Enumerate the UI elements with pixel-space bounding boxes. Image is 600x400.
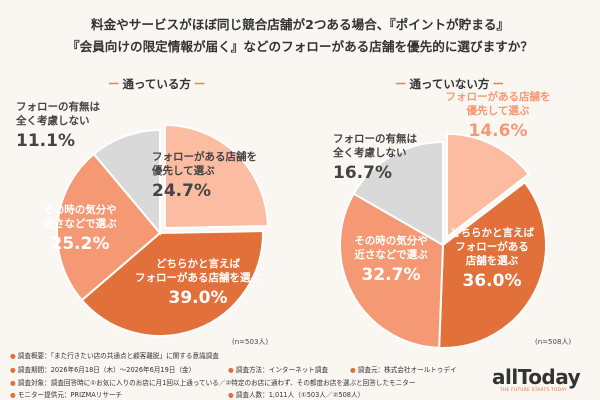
chart-1-slice-1-label-2: 優先して選ぶ: [151, 164, 215, 177]
footer-count: ● 調査人数：1,011人（①503人／②508人）: [228, 391, 365, 399]
chart-2-slice-2-label-1: どちらかと言えば: [450, 226, 534, 239]
chart-1-slice-1-label-1: フォローがある店舗を: [152, 150, 257, 163]
chart-1-slice-2-label-2: フォローがある店舗を選ぶ: [135, 271, 261, 284]
chart-1-slice-4-label-2: 全く考慮しない: [15, 114, 90, 127]
chart-2-slice-2-value: 36.0%: [463, 271, 522, 291]
chart-2-slice-4: [352, 140, 444, 247]
chart-1-title-text: 通っている方: [122, 77, 191, 91]
company-logo: allToday THE FUTURE STARTS TODAY: [492, 366, 592, 393]
chart-1-slice-3-value: 25.2%: [51, 234, 110, 254]
chart-2-slice-1-value: 14.6%: [469, 121, 528, 141]
footer-period-text: 調査期間：2026年6月18日（木）～2026年6月19日（金）: [17, 366, 196, 374]
chart-1-slice-1-value: 24.7%: [152, 181, 211, 201]
footer-method-text: 調査方法：インターネット調査: [235, 366, 329, 374]
chart-2-slice-2: [438, 180, 547, 349]
footer-by-text: 調査元：株式会社オールトゥデイ: [357, 366, 457, 374]
footer-provider: ● モニター提供元：PRIZMAリサーチ: [10, 391, 123, 399]
footer-provider-text: モニター提供元：PRIZMAリサーチ: [17, 391, 123, 399]
chart-2-slice-4-value: 16.7%: [333, 163, 392, 183]
chart-2-slice-3-label-1: その時の気分や: [354, 234, 428, 247]
chart-1-title: ー通っている方ー: [108, 77, 206, 91]
chart-1-slice-3: [56, 152, 162, 302]
chart-2-slice-3: [339, 192, 445, 349]
footer-overview: ● 調査概要：「また行きたい店の共通点と顧客離脱」に関する意識調査: [10, 352, 219, 360]
footer-count-text: 調査人数：1,011人（①503人／②508人）: [235, 391, 365, 399]
chart-1-slice-2-value: 39.0%: [169, 288, 228, 308]
chart-1-slice-1: [163, 124, 269, 230]
chart-2-slice-4-label-1: フォローの有無は: [333, 132, 417, 145]
chart-1-slice-4-value: 11.1%: [16, 131, 75, 151]
footer-by: ● 調査元：株式会社オールトゥデイ: [350, 366, 457, 374]
chart-2-slice-1: [445, 132, 531, 239]
logo-word: allToday: [492, 365, 581, 389]
chart-2-slice-3-label-2: 近さなどで選ぶ: [354, 248, 428, 261]
chart-2-n: (n=508人): [535, 338, 572, 346]
footer-target-text: 調査対象：調査回答時に①お気に入りのお店に月1回以上通っている／②特定のお店に通…: [17, 379, 416, 387]
question-line-2: 『会員向けの限定情報が届く』などのフォローがある店舗を優先的に選びますか？: [67, 39, 533, 54]
question-line-1: 料金やサービスがほぼ同じ競合店舗が2つある場合、『ポイントが貯まる』: [90, 17, 510, 32]
chart-1-n: (n=503人): [232, 338, 269, 346]
chart-2-slice-3-value: 32.7%: [362, 265, 421, 285]
chart-2-slice-1-label-2: 優先して選ぶ: [466, 104, 530, 117]
chart-2-slice-2-label-3: 店舗を選ぶ: [465, 254, 519, 267]
footer-overview-text: 調査概要：「また行きたい店の共通点と顧客離脱」に関する意識調査: [17, 352, 219, 360]
chart-2-slice-4-label-2: 全く考慮しない: [332, 146, 407, 159]
chart-1-slice-4: [92, 128, 161, 236]
chart-2-slice-2-label-2: フォローがある: [455, 240, 529, 253]
footer-method: ● 調査方法：インターネット調査: [228, 366, 329, 374]
chart-1-slice-3-label-2: 近さなどで選ぶ: [43, 217, 117, 230]
chart-1-slice-2: [80, 230, 264, 337]
footer-target: ● 調査対象：調査回答時に①お気に入りのお店に月1回以上通っている／②特定のお店に…: [10, 379, 416, 387]
chart-1-slice-3-label-1: その時の気分や: [43, 203, 117, 216]
chart-2-title: ー通っていない方ー: [395, 77, 504, 91]
logo-tagline: THE FUTURE STARTS TODAY: [500, 388, 568, 393]
chart-1-slice-4-label-1: フォローの有無は: [16, 100, 100, 113]
chart-2-title-text: 通っていない方: [409, 77, 490, 91]
chart-1-slice-2-label-1: どちらかと言えば: [156, 257, 240, 270]
chart-2-slice-1-label-1: フォローがある店舗を: [446, 90, 551, 103]
footer-period: ● 調査期間：2026年6月18日（木）～2026年6月19日（金）: [10, 366, 196, 374]
